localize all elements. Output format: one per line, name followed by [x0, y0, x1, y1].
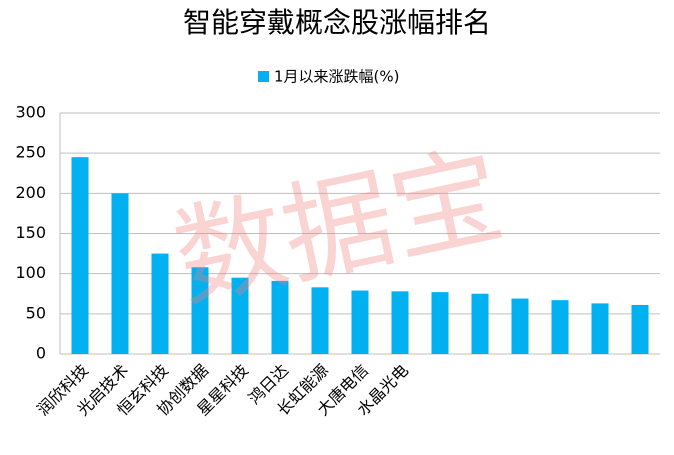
y-tick-label: 200 — [15, 183, 46, 202]
bar — [351, 290, 369, 354]
y-tick-label: 250 — [15, 143, 46, 162]
legend-swatch — [258, 71, 269, 82]
bar — [191, 267, 209, 354]
bar — [391, 291, 409, 354]
bar — [271, 280, 289, 354]
bar — [151, 253, 169, 354]
watermark: 数据宝 — [164, 131, 513, 325]
legend-label: 1月以来涨跌幅(%) — [274, 68, 400, 86]
bar — [551, 300, 569, 354]
bar — [111, 193, 129, 354]
bar — [511, 298, 529, 354]
bar — [471, 293, 489, 354]
y-tick-label: 300 — [15, 103, 46, 122]
y-tick-label: 100 — [15, 263, 46, 282]
bar — [631, 304, 649, 354]
bar — [231, 277, 249, 354]
bar — [591, 303, 609, 354]
y-tick-label: 150 — [15, 223, 46, 242]
y-tick-label: 0 — [36, 344, 46, 363]
bar — [431, 292, 449, 354]
y-tick-label: 50 — [26, 303, 46, 322]
chart-title: 智能穿戴概念股涨幅排名 — [183, 6, 491, 39]
bar — [311, 287, 329, 354]
bar — [71, 157, 89, 354]
